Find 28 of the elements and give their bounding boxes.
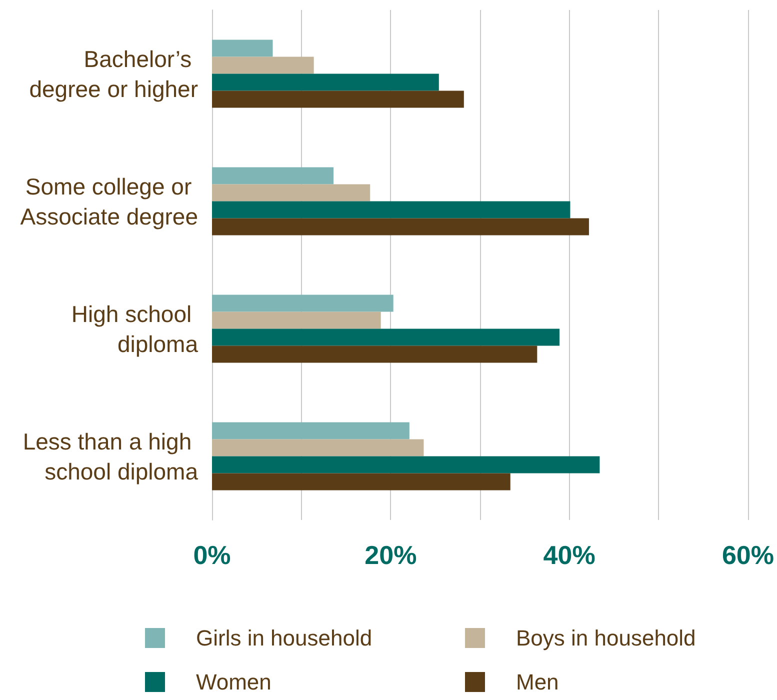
bar	[212, 74, 439, 91]
bar	[212, 294, 394, 312]
legend-label: Women	[196, 670, 272, 694]
bar	[212, 346, 538, 363]
x-tick-label: 40%	[543, 540, 596, 570]
bar	[212, 328, 560, 346]
x-tick-label: 60%	[722, 540, 774, 570]
bar	[212, 40, 273, 57]
legend-label: Girls in household	[196, 626, 372, 650]
y-tick-label: Bachelor’s degree or higher	[29, 46, 198, 102]
bar	[212, 184, 370, 202]
bar	[212, 90, 464, 108]
bar	[212, 439, 424, 456]
legend-label: Men	[516, 670, 559, 694]
x-tick-label: 0%	[193, 540, 231, 570]
bar	[212, 201, 570, 218]
y-tick-label: High school diploma	[71, 300, 198, 357]
legend-label: Boys in household	[516, 626, 696, 650]
bar	[212, 422, 410, 440]
bar	[212, 56, 314, 74]
bar	[212, 218, 589, 236]
bar	[212, 167, 334, 184]
y-tick-label: Some college or Associate degree	[20, 173, 198, 230]
y-tick-label: Less than a high school diploma	[22, 428, 198, 484]
x-tick-label: 20%	[364, 540, 417, 570]
bar	[212, 473, 510, 490]
bar	[212, 456, 600, 474]
bar	[212, 312, 381, 329]
